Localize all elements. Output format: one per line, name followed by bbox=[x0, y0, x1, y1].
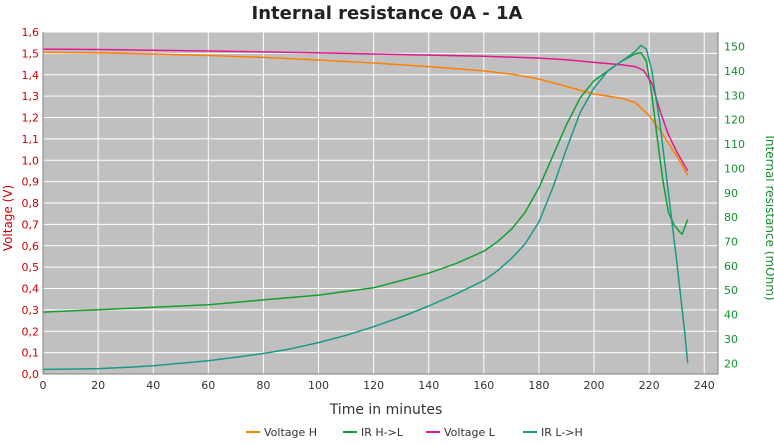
y-left-tick-label: 1,0 bbox=[22, 154, 40, 167]
y-left-tick-label: 0,1 bbox=[22, 347, 40, 360]
y-left-tick-label: 1,2 bbox=[22, 112, 40, 125]
grid bbox=[42, 31, 718, 375]
y-left-tick-label: 1,3 bbox=[22, 90, 40, 103]
legend-label: IR H->L bbox=[361, 426, 404, 439]
x-tick-label: 20 bbox=[91, 379, 105, 392]
tick-labels: 0 20 40 60 80 100 120 140 160 180 200 220 240 0,0 0,1 0… bbox=[22, 26, 746, 392]
series-line-2 bbox=[42, 48, 689, 172]
y-right-tick-label: 20 bbox=[724, 357, 738, 370]
y-right-tick-label: 150 bbox=[724, 41, 745, 54]
series-layer bbox=[42, 44, 689, 371]
series-line-0 bbox=[42, 51, 689, 176]
legend: Voltage H IR H->L Voltage L IR L->H bbox=[246, 426, 583, 439]
x-tick-label: 180 bbox=[528, 379, 549, 392]
y-left-tick-label: 1,5 bbox=[22, 47, 40, 60]
y-right-tick-label: 110 bbox=[724, 138, 745, 151]
x-tick-label: 80 bbox=[256, 379, 270, 392]
y-right-tick-label: 120 bbox=[724, 114, 745, 127]
y-left-tick-label: 0,7 bbox=[22, 218, 40, 231]
x-tick-label: 100 bbox=[308, 379, 329, 392]
y-left-tick-label: 0,0 bbox=[22, 368, 40, 381]
y-left-tick-label: 0,6 bbox=[22, 240, 40, 253]
y-right-tick-label: 70 bbox=[724, 235, 738, 248]
x-tick-label: 140 bbox=[418, 379, 439, 392]
y-axis-label-left: Voltage (V) bbox=[1, 185, 15, 251]
x-tick-label: 0 bbox=[40, 379, 47, 392]
y-left-tick-label: 0,2 bbox=[22, 325, 40, 338]
series-line-1 bbox=[42, 51, 689, 313]
x-tick-label: 200 bbox=[584, 379, 605, 392]
x-tick-label: 40 bbox=[146, 379, 160, 392]
y-right-tick-label: 140 bbox=[724, 65, 745, 78]
legend-label: IR L->H bbox=[541, 426, 583, 439]
y-left-tick-label: 1,4 bbox=[22, 69, 40, 82]
series-line-3 bbox=[42, 44, 689, 371]
legend-label: Voltage H bbox=[264, 426, 317, 439]
x-tick-label: 120 bbox=[363, 379, 384, 392]
y-right-tick-label: 100 bbox=[724, 162, 745, 175]
y-right-tick-label: 50 bbox=[724, 284, 738, 297]
y-left-tick-label: 0,4 bbox=[22, 283, 40, 296]
y-left-tick-label: 0,5 bbox=[22, 261, 40, 274]
y-left-tick-label: 0,9 bbox=[22, 176, 40, 189]
y-left-tick-label: 1,6 bbox=[22, 26, 40, 39]
y-right-tick-label: 60 bbox=[724, 260, 738, 273]
legend-label: Voltage L bbox=[444, 426, 496, 439]
x-tick-label: 160 bbox=[473, 379, 494, 392]
chart-title: Internal resistance 0A - 1A bbox=[252, 3, 523, 24]
y-left-tick-label: 1,1 bbox=[22, 133, 40, 146]
y-left-tick-label: 0,3 bbox=[22, 304, 40, 317]
y-right-tick-label: 90 bbox=[724, 187, 738, 200]
y-right-tick-label: 130 bbox=[724, 89, 745, 102]
y-axis-label-right: Internal resistance (mOhm) bbox=[763, 135, 774, 300]
y-right-tick-label: 30 bbox=[724, 333, 738, 346]
x-axis-label: Time in minutes bbox=[329, 402, 443, 418]
y-left-tick-label: 0,8 bbox=[22, 197, 40, 210]
x-tick-label: 60 bbox=[201, 379, 215, 392]
y-right-tick-label: 80 bbox=[724, 211, 738, 224]
x-tick-label: 240 bbox=[694, 379, 715, 392]
x-tick-label: 220 bbox=[639, 379, 660, 392]
y-right-tick-label: 40 bbox=[724, 309, 738, 322]
